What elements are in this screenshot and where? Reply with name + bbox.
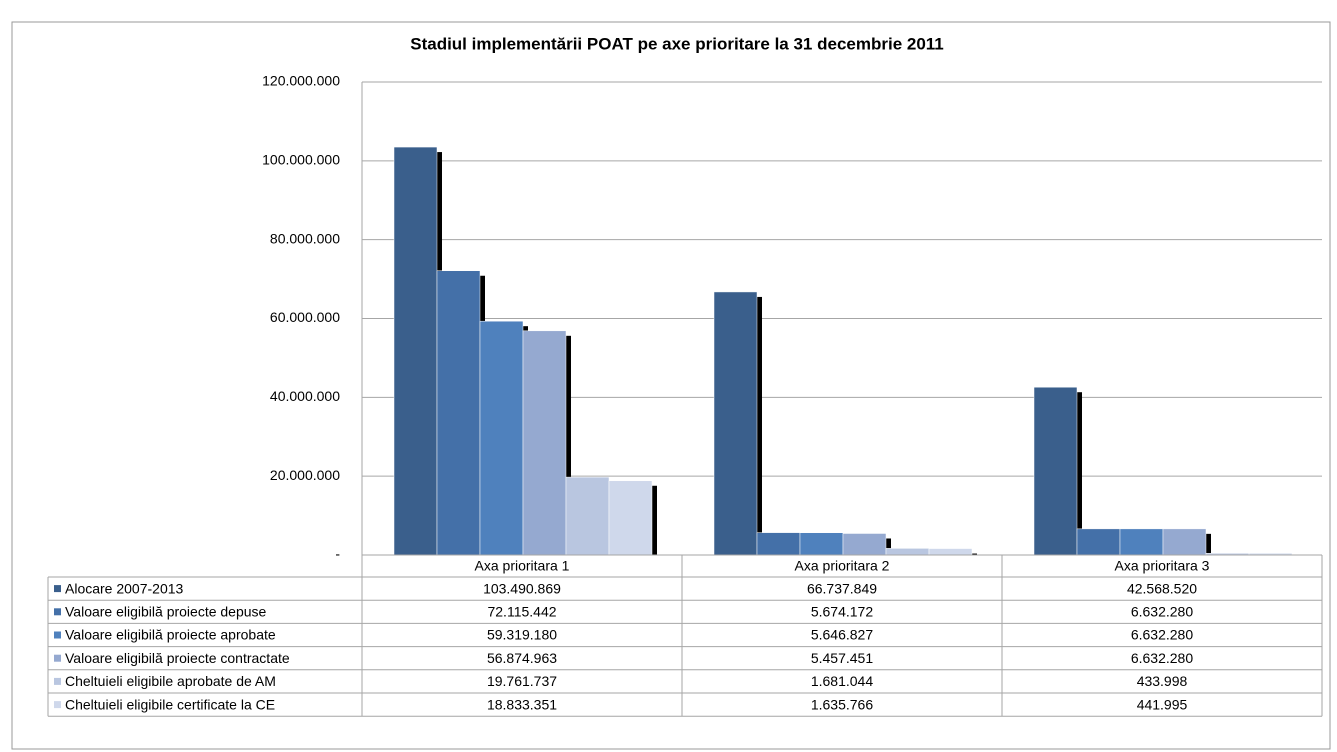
bar <box>756 532 801 556</box>
table-value: 433.998 <box>1137 673 1188 689</box>
bar <box>1119 528 1164 556</box>
bar-shadow <box>757 296 762 555</box>
table-value: 18.833.351 <box>487 696 557 712</box>
table-value: 6.632.280 <box>1131 627 1193 643</box>
legend-label: Alocare 2007-2013 <box>65 580 184 596</box>
bar-shadow <box>972 553 977 555</box>
bar-shadow <box>1077 392 1082 555</box>
legend-key <box>54 654 61 662</box>
y-tick-label: 60.000.000 <box>270 309 340 325</box>
legend-key <box>54 631 61 639</box>
table-value: 5.646.827 <box>811 627 873 643</box>
legend-key <box>54 608 61 616</box>
table-value: 66.737.849 <box>807 580 877 596</box>
table-value: 56.874.963 <box>487 650 557 666</box>
y-tick-label: 100.000.000 <box>262 152 340 168</box>
table-value: 6.632.280 <box>1131 604 1193 620</box>
bar <box>713 291 758 556</box>
bar-shadow <box>1206 533 1211 555</box>
bar <box>1076 528 1121 556</box>
x-tick-label: Axa prioritara 1 <box>475 558 570 574</box>
y-tick-label: - <box>335 546 340 562</box>
table-value: 59.319.180 <box>487 627 557 643</box>
bar-shadow <box>652 485 657 555</box>
legend-label: Valoare eligibilă proiecte contractate <box>65 650 290 666</box>
x-tick-label: Axa prioritara 3 <box>1115 558 1210 574</box>
legend-key <box>54 677 61 685</box>
bar <box>393 146 438 556</box>
chart-title: Stadiul implementării POAT pe axe priori… <box>410 34 944 53</box>
legend-label: Cheltuieli eligibile certificate la CE <box>65 696 275 712</box>
y-tick-label: 120.000.000 <box>262 73 340 89</box>
legend-key <box>54 701 61 709</box>
bar <box>565 476 610 556</box>
table-value: 19.761.737 <box>487 673 557 689</box>
table-value: 6.632.280 <box>1131 650 1193 666</box>
bar <box>799 532 844 556</box>
table-value: 1.681.044 <box>811 673 873 689</box>
x-tick-label: Axa prioritara 2 <box>795 558 890 574</box>
y-tick-label: 20.000.000 <box>270 467 340 483</box>
table-value: 1.635.766 <box>811 696 873 712</box>
bar-shadow <box>886 538 891 555</box>
table-value: 72.115.442 <box>487 604 556 620</box>
table-value: 103.490.869 <box>483 580 561 596</box>
table-value: 5.457.451 <box>811 650 873 666</box>
bar <box>436 270 481 556</box>
bar <box>928 548 973 556</box>
chart-frame <box>11 21 1331 750</box>
legend-label: Cheltuieli eligibile aprobate de AM <box>65 673 276 689</box>
legend-key <box>54 585 61 593</box>
bar <box>522 330 567 556</box>
table-value: 42.568.520 <box>1127 580 1197 596</box>
bar <box>885 548 930 556</box>
y-tick-label: 80.000.000 <box>270 230 340 246</box>
bar <box>479 320 524 556</box>
table-value: 5.674.172 <box>811 604 873 620</box>
bar <box>608 480 653 556</box>
y-tick-label: 40.000.000 <box>270 388 340 404</box>
bar <box>842 533 887 556</box>
bar <box>1033 386 1078 556</box>
legend-label: Valoare eligibilă proiecte aprobate <box>65 627 276 643</box>
bar-shadow <box>566 335 571 555</box>
table-value: 441.995 <box>1137 696 1188 712</box>
bar <box>1162 528 1207 556</box>
legend-label: Valoare eligibilă proiecte depuse <box>65 604 267 620</box>
